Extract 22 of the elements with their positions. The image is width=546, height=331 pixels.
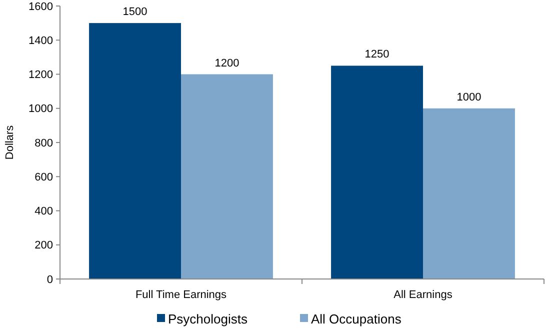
y-tick-label: 1000: [28, 103, 53, 116]
y-tick-label: 1400: [28, 34, 53, 47]
bar: [89, 23, 181, 279]
y-tick-label: 0: [46, 274, 53, 286]
data-label: 1200: [214, 57, 240, 70]
y-tick-label: 800: [34, 137, 53, 150]
bar: [423, 108, 515, 279]
data-label: 1000: [456, 91, 482, 104]
x-tick-label: Full Time Earnings: [135, 289, 228, 301]
y-axis-title: Dollars: [4, 124, 16, 160]
bar: [181, 74, 273, 279]
data-label: 1500: [122, 6, 148, 18]
legend-label: Psychologists: [168, 312, 248, 327]
y-tick-label: 200: [34, 240, 53, 252]
legend-label: All Occupations: [311, 312, 402, 327]
x-tick-label: All Earnings: [394, 289, 453, 301]
y-tick-label: 400: [34, 206, 53, 218]
data-label: 1250: [364, 48, 390, 61]
y-tick-label: 600: [34, 171, 53, 184]
bar: [331, 66, 423, 279]
y-tick-label: 1600: [28, 0, 53, 13]
y-tick-label: 1200: [28, 69, 53, 82]
